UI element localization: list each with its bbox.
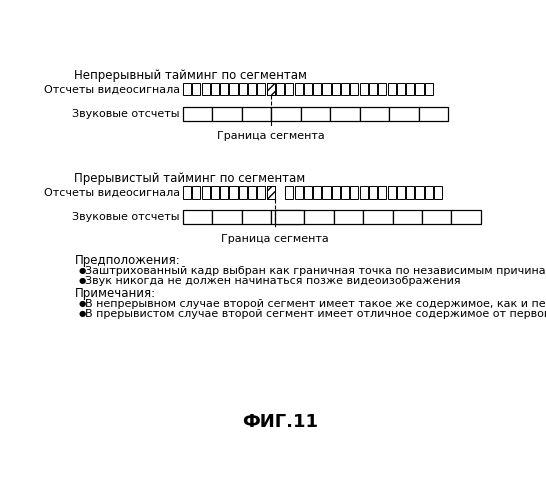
Bar — [397, 83, 405, 96]
Bar — [351, 186, 359, 198]
Bar — [183, 210, 212, 224]
Bar — [183, 83, 191, 96]
Bar — [183, 107, 212, 121]
Bar — [369, 83, 377, 96]
Bar — [242, 210, 271, 224]
Bar — [360, 107, 389, 121]
Bar — [341, 186, 349, 198]
Bar — [201, 83, 210, 96]
Bar — [211, 186, 219, 198]
Text: Граница сегмента: Граница сегмента — [221, 234, 329, 244]
Bar — [285, 83, 293, 96]
Text: Звук никогда не должен начинаться позже видеоизображения: Звук никогда не должен начинаться позже … — [85, 276, 461, 286]
Text: ●: ● — [78, 310, 86, 318]
Text: Звуковые отсчеты: Звуковые отсчеты — [73, 109, 180, 119]
Bar — [406, 186, 414, 198]
Bar — [422, 210, 452, 224]
Bar — [330, 107, 360, 121]
Bar — [416, 83, 424, 96]
Bar — [332, 83, 340, 96]
Bar — [257, 83, 265, 96]
Text: ●: ● — [78, 298, 86, 308]
Bar — [276, 83, 284, 96]
Text: Непрерывный тайминг по сегментам: Непрерывный тайминг по сегментам — [74, 69, 307, 82]
Bar — [393, 210, 422, 224]
Bar — [378, 186, 387, 198]
Text: Отсчеты видеосигнала: Отсчеты видеосигнала — [44, 188, 180, 198]
Bar — [304, 186, 312, 198]
Bar — [275, 210, 304, 224]
Bar — [285, 186, 293, 198]
Bar — [434, 186, 442, 198]
Bar — [266, 186, 275, 198]
Bar — [388, 83, 396, 96]
Bar — [294, 83, 302, 96]
Bar — [360, 83, 368, 96]
Bar — [369, 186, 377, 198]
Bar — [266, 83, 275, 96]
Bar — [304, 83, 312, 96]
Bar — [229, 83, 238, 96]
Bar — [201, 186, 210, 198]
Bar — [266, 186, 275, 198]
Text: В непрерывном случае второй сегмент имеет такое же содержимое, как и первый: В непрерывном случае второй сегмент имее… — [85, 298, 546, 308]
Bar — [229, 186, 238, 198]
Bar — [313, 83, 321, 96]
Bar — [248, 186, 256, 198]
Bar — [452, 210, 481, 224]
Text: Предположения:: Предположения: — [74, 254, 180, 267]
Bar — [301, 107, 330, 121]
Bar — [341, 83, 349, 96]
Bar — [220, 83, 228, 96]
Bar — [248, 83, 256, 96]
Text: Граница сегмента: Граница сегмента — [217, 131, 324, 141]
Bar — [212, 210, 242, 224]
Bar — [239, 83, 247, 96]
Bar — [220, 186, 228, 198]
Bar — [257, 186, 265, 198]
Bar — [323, 83, 330, 96]
Bar — [332, 186, 340, 198]
Text: Примечания:: Примечания: — [74, 287, 156, 300]
Bar — [271, 107, 301, 121]
Text: Отсчеты видеосигнала: Отсчеты видеосигнала — [44, 84, 180, 94]
Bar — [388, 186, 396, 198]
Text: ФИГ.11: ФИГ.11 — [242, 413, 318, 431]
Bar — [212, 107, 242, 121]
Bar — [271, 210, 301, 224]
Bar — [334, 210, 363, 224]
Text: Заштрихованный кадр выбран как граничная точка по независимым причинам: Заштрихованный кадр выбран как граничная… — [85, 266, 546, 276]
Bar — [419, 107, 448, 121]
Bar — [183, 186, 191, 198]
Bar — [378, 83, 387, 96]
Bar — [425, 186, 433, 198]
Bar — [406, 83, 414, 96]
Bar — [397, 186, 405, 198]
Bar — [192, 83, 200, 96]
Bar — [294, 186, 302, 198]
Text: Звуковые отсчеты: Звуковые отсчеты — [73, 212, 180, 222]
Text: В прерывистом случае второй сегмент имеет отличное содержимое от первого: В прерывистом случае второй сегмент имее… — [85, 310, 546, 320]
Text: ●: ● — [78, 276, 86, 285]
Bar — [351, 83, 359, 96]
Bar — [323, 186, 330, 198]
Text: ●: ● — [78, 266, 86, 274]
Bar — [425, 83, 433, 96]
Text: Прерывистый тайминг по сегментам: Прерывистый тайминг по сегментам — [74, 172, 306, 184]
Bar — [304, 210, 334, 224]
Bar — [313, 186, 321, 198]
Bar — [211, 83, 219, 96]
Bar — [239, 186, 247, 198]
Bar — [192, 186, 200, 198]
Bar — [242, 107, 271, 121]
Bar — [360, 186, 368, 198]
Bar — [266, 83, 275, 96]
Bar — [389, 107, 419, 121]
Bar — [363, 210, 393, 224]
Bar — [416, 186, 424, 198]
